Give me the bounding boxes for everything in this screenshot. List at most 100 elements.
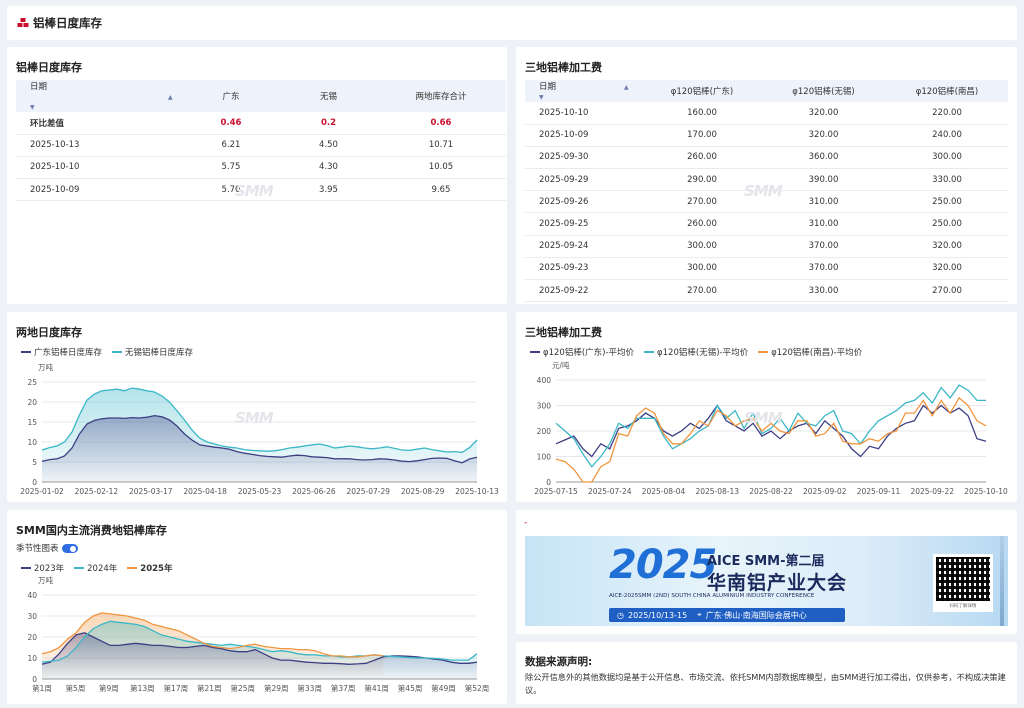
table-cell: 300.00: [643, 235, 761, 258]
banner-date: 2025/10/13-15: [627, 610, 688, 620]
series-line: [41, 612, 384, 658]
banner-title2: 华南铝产业大会: [707, 572, 848, 594]
banner-year: 2025: [609, 542, 717, 588]
col-fee-wuxi: φ120铝棒(无锡): [761, 80, 886, 102]
legend-label: 2024年: [87, 564, 118, 574]
qr-code: 扫码了解详情: [933, 554, 993, 612]
legend-item[interactable]: 广东铝棒日度库存: [21, 346, 102, 358]
table-row: 2025-09-29 290.00 390.00 330.00: [525, 168, 1008, 192]
series-line: [41, 620, 478, 663]
legend-label: 2025年: [140, 564, 173, 574]
table-cell: 10.71: [376, 134, 506, 157]
processing-fee-chart-card: 三地铝棒加工费 φ120铝棒(广东)-平均价 φ120铝棒(无锡)-平均价 φ120…: [516, 312, 1017, 502]
table-cell: 360.00: [761, 146, 886, 170]
table-cell: 320.00: [886, 257, 1008, 281]
table-cell: 2025-09-25: [525, 212, 643, 236]
table-cell: 240.00: [886, 124, 1008, 147]
disclaimer-title: 数据来源声明:: [525, 656, 593, 668]
banner-title1: AICE SMM-第二届: [707, 554, 825, 569]
x-tick-label: 2025-01-02: [20, 487, 64, 496]
table-row: 2025-09-26 270.00 310.00 250.00: [525, 190, 1008, 214]
season-toggle[interactable]: [61, 544, 78, 553]
inventory-table: 日期▲ ▼ 广东 无锡 两地库存合计 环比差值 0.46 0.2 0.66 202…: [16, 80, 506, 202]
table-cell: 220.00: [886, 102, 1008, 125]
disclaimer-text: 除公开信息外的其他数据均是基于公开信息、市场交流、依托SMM内部数据库模型，由S…: [525, 672, 1006, 695]
legend-item[interactable]: φ120铝棒(广东)-平均价: [530, 346, 634, 358]
table-cell: 2025-09-29: [525, 168, 643, 192]
series-line: [555, 396, 987, 483]
legend-swatch: [112, 351, 123, 353]
series-line: [41, 414, 478, 464]
chart2-title: 三地铝棒加工费: [525, 326, 602, 339]
y-axis-unit: 元/吨: [552, 360, 570, 370]
page-header: 铝棒日度库存: [7, 6, 1017, 40]
aluminum-ingot-icon: [17, 18, 29, 27]
y-axis-unit: 万吨: [38, 575, 53, 585]
legend-item[interactable]: 2023年: [21, 562, 64, 574]
chart1-title: 两地日度库存: [16, 326, 82, 339]
table-row: 2025-09-22 270.00 330.00 270.00: [525, 279, 1008, 303]
sort-icon[interactable]: ▲ ▼: [539, 84, 629, 101]
table-cell: 2025-10-13: [16, 134, 181, 157]
y-tick-label: 0: [32, 675, 37, 684]
x-tick-label: 第17周: [164, 683, 189, 693]
table-cell: 390.00: [761, 168, 886, 192]
x-tick-label: 2025-03-17: [129, 487, 173, 496]
qr-caption: 扫码了解详情: [949, 604, 977, 609]
table-cell: 3.95: [281, 178, 376, 202]
legend-item[interactable]: φ120铝棒(无锡)-平均价: [644, 346, 748, 358]
banner-card: - 2025 AICE SMM-第二届 华南铝产业大会 AICE-2025SMM…: [516, 510, 1017, 634]
x-tick-label: 第13周: [130, 683, 155, 693]
legend-swatch: [127, 567, 138, 569]
col-guangdong: 广东: [181, 80, 281, 112]
table-cell: 250.00: [886, 212, 1008, 236]
col-date[interactable]: 日期▲▼: [525, 80, 643, 102]
table-cell: 2025-09-23: [525, 257, 643, 281]
series-area: [42, 632, 477, 679]
series-line: [555, 384, 986, 468]
table-cell: 10.05: [376, 156, 506, 180]
y-tick-label: 10: [27, 654, 37, 663]
table-row: 2025-09-25 260.00 310.00 250.00: [525, 212, 1008, 236]
chart2-legend: φ120铝棒(广东)-平均价 φ120铝棒(无锡)-平均价 φ120铝棒(南昌)-平…: [530, 346, 862, 358]
legend-swatch: [758, 351, 769, 353]
x-tick-label: 第21周: [197, 683, 222, 693]
legend-item[interactable]: 2025年: [127, 562, 172, 574]
chart3-title: SMM国内主流消费地铝棒库存: [16, 524, 167, 537]
x-tick-label: 2025-08-13: [695, 487, 739, 496]
legend-item[interactable]: 无锡铝棒日度库存: [112, 346, 193, 358]
x-tick-label: 2025-05-23: [238, 487, 282, 496]
y-tick-label: 0: [546, 478, 551, 487]
y-tick-label: 0: [32, 478, 37, 487]
table-cell: 2025-10-09: [16, 178, 181, 202]
y-axis-unit: 万吨: [38, 362, 53, 372]
table-cell: 320.00: [761, 124, 886, 147]
series-line: [41, 387, 478, 454]
legend-swatch: [644, 351, 655, 353]
col-total: 两地库存合计: [376, 80, 506, 112]
chart3-legend: 2023年 2024年 2025年: [21, 562, 172, 574]
x-tick-label: 第9周: [99, 683, 119, 693]
conference-banner[interactable]: 2025 AICE SMM-第二届 华南铝产业大会 AICE-2025SMM (…: [525, 536, 1008, 626]
table-cell: 300.00: [886, 146, 1008, 170]
y-tick-label: 15: [27, 418, 37, 427]
table-cell: 310.00: [761, 190, 886, 214]
tower-graphic: [1000, 536, 1004, 626]
x-tick-label: 2025-08-29: [401, 487, 445, 496]
table-cell: 330.00: [761, 279, 886, 303]
col-fee-guangdong: φ120铝棒(广东): [643, 80, 761, 102]
x-tick-label: 2025-08-22: [749, 487, 793, 496]
legend-item[interactable]: φ120铝棒(南昌)-平均价: [758, 346, 862, 358]
page-title: 铝棒日度库存: [33, 16, 102, 30]
legend-item[interactable]: 2024年: [74, 562, 117, 574]
watermark: SMM: [744, 409, 783, 427]
watermark: SMM: [235, 182, 274, 200]
col-date[interactable]: 日期▲▼: [16, 80, 181, 112]
table-cell: 2025-10-10: [16, 156, 181, 180]
table-cell: 2025-09-22: [525, 279, 643, 303]
sort-icon[interactable]: ▲ ▼: [30, 94, 173, 111]
table-cell: 370.00: [761, 235, 886, 258]
two-region-inventory-card: 两地日度库存 广东铝棒日度库存 无锡铝棒日度库存 0 5 10 15 20 25 万吨 2025…: [7, 312, 507, 502]
y-tick-label: 400: [537, 376, 552, 385]
